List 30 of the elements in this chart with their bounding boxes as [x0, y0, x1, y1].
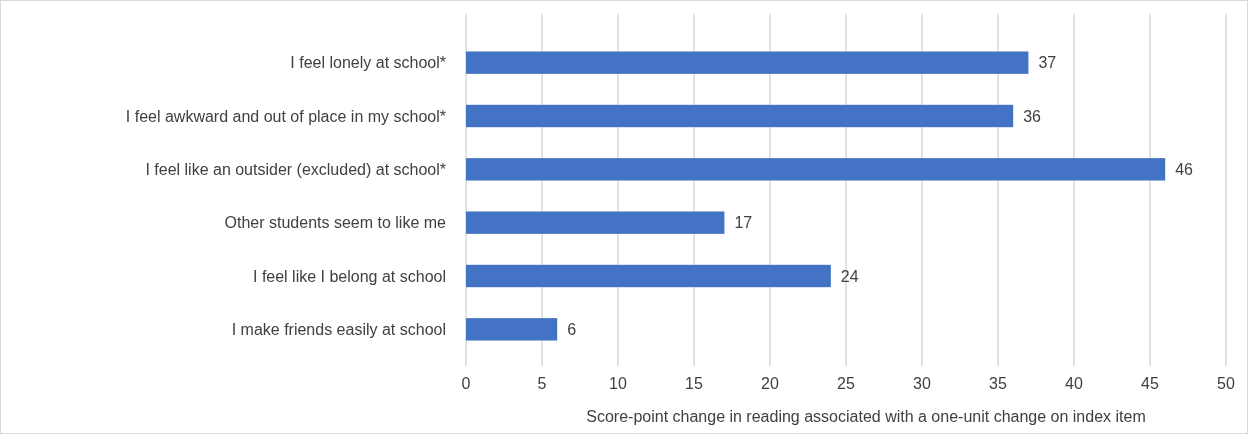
data-label: 24: [840, 267, 859, 285]
x-tick-label: 15: [685, 375, 703, 392]
x-tick-label: 30: [913, 375, 931, 392]
x-tick-label: 45: [1141, 375, 1159, 392]
data-label: 36: [1023, 107, 1042, 125]
data-label: 17: [734, 214, 753, 232]
x-tick-label: 0: [461, 375, 471, 392]
bar: [466, 158, 1166, 181]
y-tick-label: I feel like I belong at school: [252, 267, 446, 285]
bar: [466, 318, 558, 341]
x-tick-label: 20: [761, 375, 779, 392]
x-tick-label: 5: [537, 375, 547, 392]
x-tick-label: 50: [1217, 375, 1235, 392]
data-label: 37: [1038, 54, 1057, 72]
bar: [466, 211, 725, 234]
x-axis-title: Score-point change in reading associated with a one-unit change on index item: [586, 408, 1146, 425]
y-tick-label: I feel like an outsider (excluded) at school*: [145, 160, 446, 178]
bar: [466, 264, 831, 288]
y-tick-label: Other students seem to like me: [224, 214, 447, 232]
y-tick-label: I feel awkward and out of place in my school*: [125, 107, 446, 125]
data-label: 6: [567, 320, 577, 338]
bar: [466, 51, 1029, 74]
x-tick-label: 10: [609, 375, 627, 392]
x-tick-label: 25: [837, 375, 855, 392]
data-label: 46: [1175, 160, 1194, 178]
y-tick-label: I feel lonely at school*: [290, 54, 446, 72]
bar: [466, 104, 1014, 128]
x-tick-label: 40: [1065, 375, 1083, 392]
x-tick-label: 35: [989, 375, 1007, 392]
y-tick-label: I make friends easily at school: [231, 320, 446, 338]
